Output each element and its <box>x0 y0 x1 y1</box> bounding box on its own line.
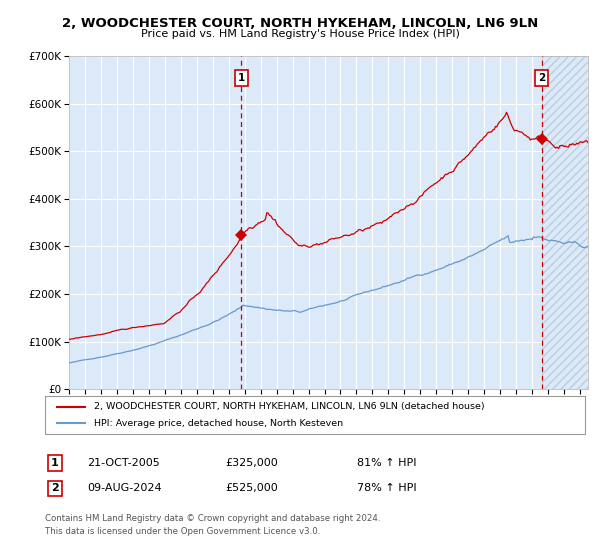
Text: 2: 2 <box>51 483 59 493</box>
Text: 78% ↑ HPI: 78% ↑ HPI <box>357 483 416 493</box>
Text: 21-OCT-2005: 21-OCT-2005 <box>87 458 160 468</box>
Text: 2: 2 <box>538 73 545 83</box>
Text: HPI: Average price, detached house, North Kesteven: HPI: Average price, detached house, Nort… <box>94 419 343 428</box>
Bar <box>542 56 588 389</box>
Text: 81% ↑ HPI: 81% ↑ HPI <box>357 458 416 468</box>
Text: £525,000: £525,000 <box>225 483 278 493</box>
Text: 09-AUG-2024: 09-AUG-2024 <box>87 483 161 493</box>
Text: Price paid vs. HM Land Registry's House Price Index (HPI): Price paid vs. HM Land Registry's House … <box>140 29 460 39</box>
FancyBboxPatch shape <box>45 396 585 434</box>
Text: 1: 1 <box>51 458 59 468</box>
Bar <box>542 56 588 389</box>
Text: 2, WOODCHESTER COURT, NORTH HYKEHAM, LINCOLN, LN6 9LN (detached house): 2, WOODCHESTER COURT, NORTH HYKEHAM, LIN… <box>94 402 484 411</box>
Text: Contains HM Land Registry data © Crown copyright and database right 2024.
This d: Contains HM Land Registry data © Crown c… <box>45 514 380 535</box>
Text: 1: 1 <box>238 73 245 83</box>
Text: £325,000: £325,000 <box>225 458 278 468</box>
Text: 2, WOODCHESTER COURT, NORTH HYKEHAM, LINCOLN, LN6 9LN: 2, WOODCHESTER COURT, NORTH HYKEHAM, LIN… <box>62 17 538 30</box>
